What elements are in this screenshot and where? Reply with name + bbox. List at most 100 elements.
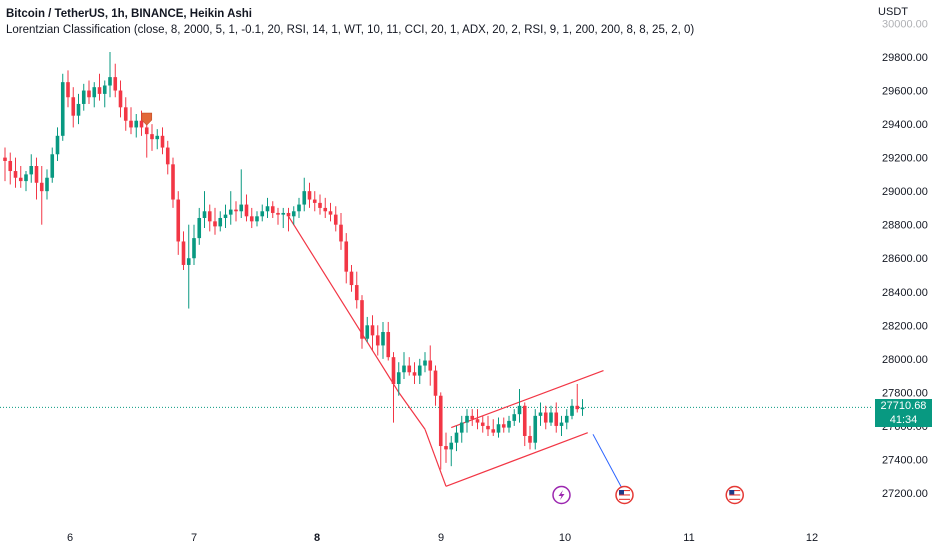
candle-body xyxy=(13,171,18,178)
bullish-candle xyxy=(50,147,55,183)
bullish-candle xyxy=(260,204,265,222)
candle-body xyxy=(171,164,175,200)
bearish-candle xyxy=(501,417,506,433)
bearish-candle xyxy=(318,194,322,215)
bearish-candle xyxy=(433,365,438,406)
y-tick-label: 28400.00 xyxy=(882,287,928,299)
bearish-candle xyxy=(150,124,154,151)
flag-stripe xyxy=(619,490,630,492)
bearish-candle xyxy=(66,70,70,108)
y-tick-label: 28200.00 xyxy=(882,320,928,332)
candle-body xyxy=(323,207,328,212)
bearish-candle xyxy=(307,182,312,208)
bearish-candle xyxy=(165,140,170,175)
candle-body xyxy=(402,365,406,373)
candle-body xyxy=(18,177,23,182)
candle-body xyxy=(412,372,417,376)
candle-body xyxy=(491,429,496,433)
us-flag-icon[interactable] xyxy=(615,485,634,505)
bullish-candle xyxy=(218,211,223,232)
candle-body xyxy=(333,214,338,225)
candle-body xyxy=(45,177,49,192)
candle-body xyxy=(160,135,165,148)
bullish-candle xyxy=(517,389,522,423)
candle-body xyxy=(218,217,223,227)
bullish-candle xyxy=(255,211,259,227)
symbol-title[interactable]: Bitcoin / TetherUS, 1h, BINANCE, Heikin … xyxy=(6,8,253,20)
candle-body xyxy=(480,422,485,426)
bearish-candle xyxy=(323,197,328,218)
bullish-candle xyxy=(192,224,196,265)
bullish-candle xyxy=(228,191,233,225)
bearish-candle xyxy=(328,202,333,222)
candle-body xyxy=(344,241,349,272)
y-tick-label: 27800.00 xyxy=(882,387,928,399)
bearish-candle xyxy=(428,345,433,386)
bearish-candle xyxy=(97,73,102,101)
bearish-candle xyxy=(344,233,349,284)
bullish-candle xyxy=(381,321,385,359)
candle-body xyxy=(213,221,217,227)
bullish-candle xyxy=(29,154,34,183)
bearish-candle xyxy=(34,157,39,200)
candle-body xyxy=(76,103,81,116)
bullish-candle xyxy=(265,197,270,218)
bullish-candle xyxy=(449,435,454,467)
bearish-candle xyxy=(207,204,212,232)
bearish-candle xyxy=(71,87,76,128)
candle-body xyxy=(522,405,527,436)
candle-body xyxy=(517,405,522,415)
candle-body xyxy=(87,90,91,98)
bearish-candle xyxy=(391,352,396,423)
bearish-candle xyxy=(123,97,128,131)
bullish-candle xyxy=(402,352,406,379)
candle-body xyxy=(244,204,249,217)
bullish-candle xyxy=(81,83,86,111)
lightning-event[interactable] xyxy=(552,485,571,505)
bullish-candle xyxy=(155,129,160,150)
candle-body xyxy=(381,332,385,346)
candle-body xyxy=(176,199,181,242)
flag-stripe xyxy=(619,496,630,498)
indicator-legend[interactable]: Lorentzian Classification (close, 8, 200… xyxy=(6,24,695,36)
bearish-candle xyxy=(480,415,485,433)
candle-body xyxy=(97,87,102,94)
flag-stripe xyxy=(729,496,741,498)
candle-body xyxy=(370,325,375,336)
chart-header: Bitcoin / TetherUS, 1h, BINANCE, Heikin … xyxy=(6,6,694,38)
candle-body xyxy=(24,174,28,182)
candle-body xyxy=(302,191,307,205)
candle-body xyxy=(281,212,286,215)
y-tick-label: 29200.00 xyxy=(882,153,928,165)
us-flag-icon[interactable] xyxy=(725,485,744,505)
flag-stripe xyxy=(729,498,741,500)
bearish-candle xyxy=(370,315,375,351)
candle-body xyxy=(417,365,422,376)
candle-body xyxy=(186,258,191,265)
flag-stripe xyxy=(619,492,630,494)
bullish-candle xyxy=(496,417,501,438)
candle-body xyxy=(197,217,202,239)
bullish-candle xyxy=(538,402,543,426)
candle-body xyxy=(291,211,296,217)
price-axis-currency[interactable]: USDT xyxy=(878,6,908,18)
projection-line xyxy=(592,434,625,494)
y-tick-label: 29800.00 xyxy=(882,52,928,64)
bearish-candle xyxy=(113,63,118,98)
candle-body xyxy=(354,285,359,301)
flag-stripe xyxy=(619,494,630,496)
bearish-candle xyxy=(360,295,364,349)
bullish-candle xyxy=(533,409,538,450)
candle-body xyxy=(444,446,448,450)
flag-stripe xyxy=(729,494,741,496)
bearish-candle xyxy=(554,402,559,433)
candle-body xyxy=(66,82,70,98)
x-tick-label: 6 xyxy=(67,532,73,544)
candle-body xyxy=(50,154,55,178)
candle-body xyxy=(575,405,580,410)
candle-body xyxy=(549,412,553,423)
bullish-candle xyxy=(186,224,191,309)
candle-body xyxy=(144,127,149,135)
